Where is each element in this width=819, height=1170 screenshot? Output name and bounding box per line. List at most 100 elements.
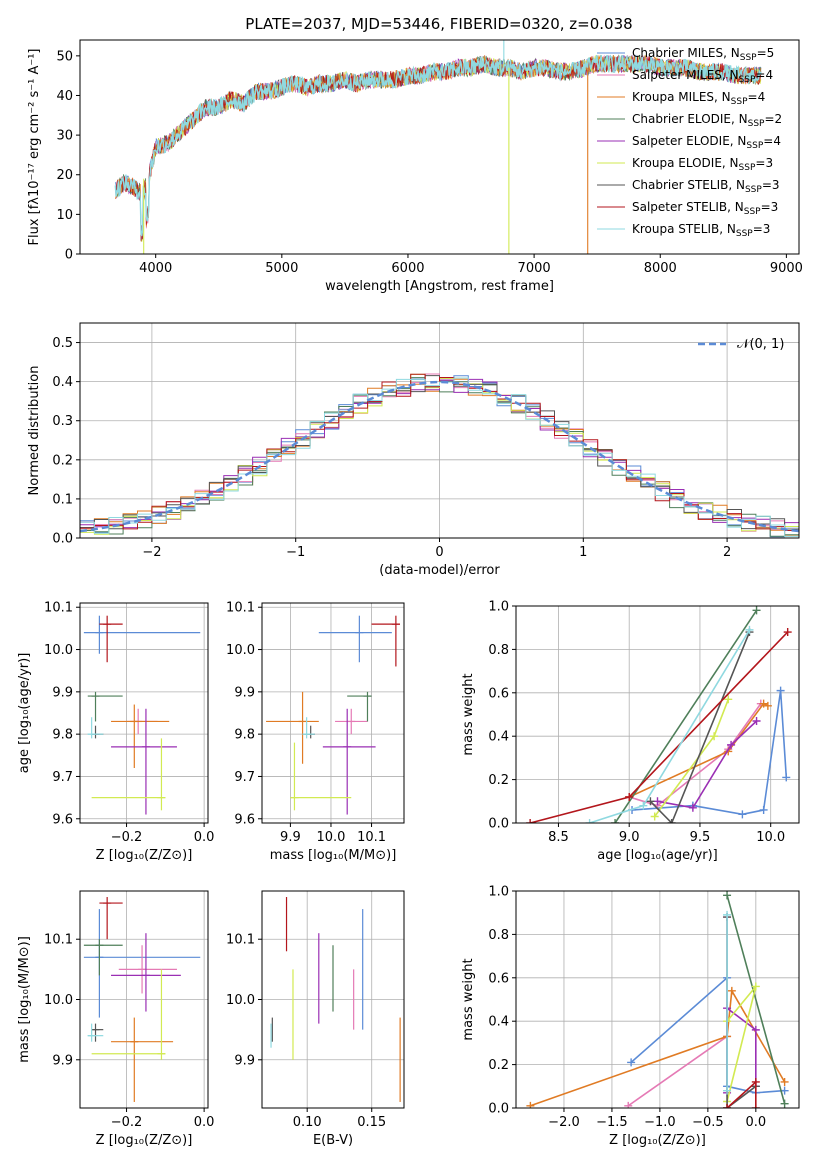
y-tick-label: 0.0 [488, 817, 509, 832]
y-tick-label: 9.8 [52, 728, 73, 743]
mass-vs-ebv-panel: 0.10 0.15 9.9 10.0 10.1 E(B-V) [226, 890, 405, 1148]
mass-weight-marker [751, 982, 760, 991]
mass-weight-marker [627, 1058, 636, 1067]
mass-weight-marker [526, 819, 535, 823]
mass-weight-marker [738, 810, 747, 819]
mass-weight-vs-z-panel: −2.0 −1.5 −1.0 −0.5 0.0 0.0 0.2 0.4 0.6 0.8 1.0 Z [… [461, 885, 800, 1148]
mass-weight-line [657, 720, 758, 809]
y-tick-label: 0.6 [488, 686, 509, 701]
mass-weight-marker [727, 740, 736, 749]
y-tick-label: 9.6 [52, 812, 73, 827]
mass-weight-marker [751, 1104, 760, 1108]
x-tick-label: 2 [723, 545, 731, 560]
y-tick-label: 0.8 [488, 928, 509, 943]
legend-label: 𝒩(0, 1) [737, 337, 784, 352]
mass-weight-marker [585, 819, 594, 823]
y-axis-label: Flux [fλ10⁻¹⁷ erg cm⁻² s⁻¹ A⁻¹] [27, 49, 42, 246]
mass-weight-marker [751, 1025, 760, 1034]
y-tick-label: 9.7 [234, 770, 255, 785]
mass-weight-marker [780, 1099, 789, 1108]
x-tick-label: 6000 [391, 261, 424, 276]
y-tick-label: 9.9 [52, 685, 73, 700]
x-tick-label: 8000 [644, 261, 677, 276]
mass-weight-vs-age-panel: 8.5 9.0 9.5 10.0 0.0 0.2 0.4 0.6 0.8 1.0 age [log₁… [461, 600, 800, 863]
legend-label: Chabrier STELIB, NSSP=3 [632, 178, 780, 195]
y-axis-label: mass weight [461, 958, 476, 1040]
legend-label: Salpeter MILES, NSSP=4 [632, 68, 773, 85]
y-tick-label: 10.0 [226, 993, 255, 1008]
legend-label: Chabrier ELODIE, NSSP=2 [632, 112, 782, 129]
mass-weight-marker [723, 891, 732, 900]
mass-weight-marker [667, 819, 676, 823]
x-tick-label: 8.5 [548, 830, 569, 845]
y-axis-label: Normed distribution [27, 366, 42, 496]
mass-weight-marker [751, 1077, 760, 1086]
x-tick-label: −1.5 [596, 1115, 628, 1130]
x-tick-label: 10.0 [316, 830, 345, 845]
y-tick-label: 10.0 [44, 993, 73, 1008]
y-tick-label: 0.8 [488, 643, 509, 658]
x-tick-label: 0.0 [745, 1115, 766, 1130]
x-tick-label: 10.1 [357, 830, 386, 845]
x-tick-label: 9000 [770, 261, 803, 276]
mass-weight-vs-z-panel-marks [526, 891, 789, 1108]
mass-weight-marker [783, 628, 792, 637]
mass-weight-marker [727, 986, 736, 995]
x-tick-label: −0.2 [111, 1115, 143, 1130]
plot-frame [261, 602, 405, 824]
x-tick-label: 7000 [518, 261, 551, 276]
normal-curve [80, 380, 799, 533]
mass-weight-marker [780, 1077, 789, 1086]
mass-weight-line [627, 917, 728, 1107]
mass-weight-marker [752, 606, 761, 615]
y-tick-label: 0.4 [488, 1015, 509, 1030]
mass-weight-marker [780, 1086, 789, 1095]
y-tick-label: 20 [56, 168, 73, 183]
y-tick-label: 0 [65, 248, 73, 263]
mass-weight-marker [759, 805, 768, 814]
plot-frame [79, 890, 209, 1109]
plot-frame [515, 605, 800, 824]
y-tick-label: 10.0 [44, 643, 73, 658]
x-tick-label: 0 [435, 545, 443, 560]
y-tick-label: 1.0 [488, 885, 509, 900]
y-tick-label: 0.2 [488, 1058, 509, 1073]
y-tick-label: 9.7 [52, 770, 73, 785]
x-axis-label: Z [log₁₀(Z/Z⊙)] [96, 1133, 193, 1148]
age-vs-mass-panel-marks [266, 615, 400, 815]
mass-vs-ebv-panel-marks [270, 897, 401, 1102]
legend-label: Kroupa STELIB, NSSP=3 [632, 222, 770, 239]
y-tick-label: 50 [56, 49, 73, 64]
mass-weight-marker [526, 1101, 535, 1108]
legend-label: Salpeter STELIB, NSSP=3 [632, 200, 778, 217]
x-axis-label: (data-model)/error [379, 563, 500, 578]
y-tick-label: 0.6 [488, 971, 509, 986]
mass-weight-marker [639, 801, 648, 810]
y-tick-label: 1.0 [488, 600, 509, 615]
mass-weight-marker [723, 1104, 732, 1108]
mass-weight-vs-age-panel-marks [526, 606, 792, 823]
mass-weight-marker [624, 1101, 633, 1108]
mass-weight-marker [646, 797, 655, 806]
mass-weight-marker [763, 701, 772, 710]
mass-weight-line [649, 631, 751, 823]
y-tick-label: 0.4 [52, 375, 73, 390]
x-axis-label: age [log₁₀(age/yr)] [597, 848, 718, 863]
mass-weight-marker [625, 792, 634, 801]
plot-frame [79, 322, 800, 539]
mass-weight-line [628, 703, 762, 807]
x-axis-label: Z [log₁₀(Z/Z⊙)] [609, 1133, 706, 1148]
y-tick-label: 10.0 [226, 643, 255, 658]
mass-weight-marker [653, 797, 662, 806]
plot-frame [261, 890, 405, 1109]
x-tick-label: −0.5 [692, 1115, 724, 1130]
x-tick-label: −2.0 [548, 1115, 580, 1130]
x-tick-label: 9.9 [280, 830, 301, 845]
x-tick-label: 0.0 [194, 1115, 215, 1130]
y-tick-label: 0.0 [488, 1102, 509, 1117]
y-tick-label: 10.1 [44, 601, 73, 616]
spectrum-legend: Chabrier MILES, NSSP=5 Salpeter MILES, NS… [597, 46, 782, 239]
mass-vs-z-panel-marks [83, 897, 201, 1102]
plot-frame [79, 39, 800, 255]
